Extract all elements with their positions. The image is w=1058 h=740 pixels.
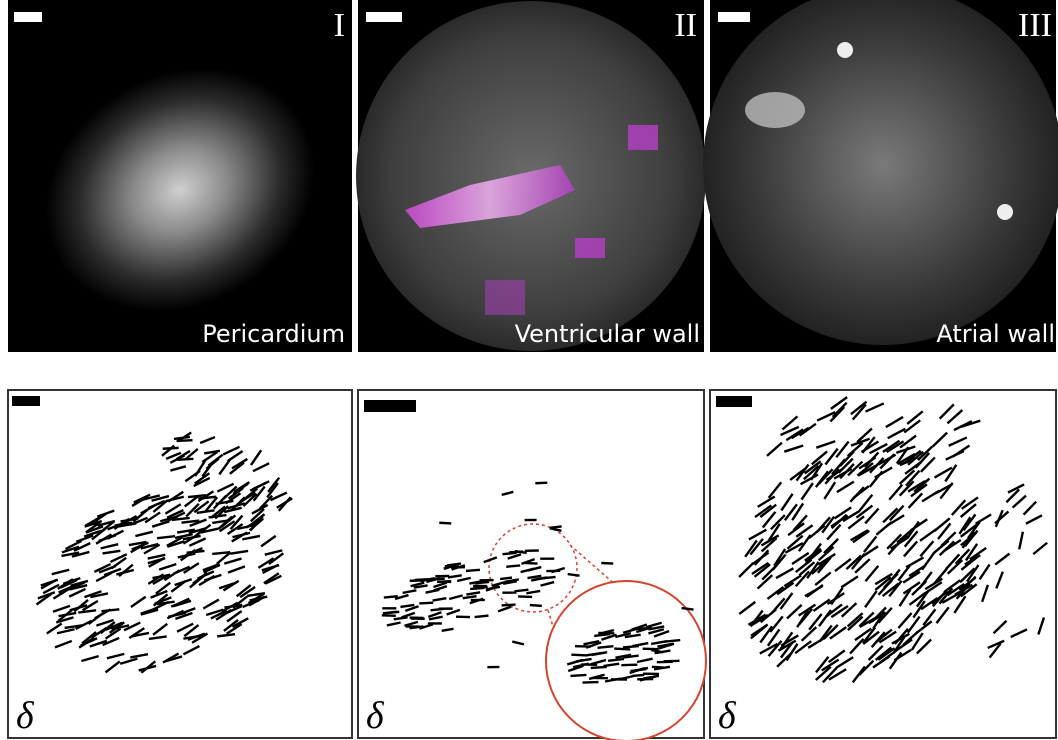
micrograph-1: I Pericardium — [1, 0, 358, 360]
orientation-segment — [591, 667, 607, 668]
orientation-segment — [383, 612, 397, 614]
orientation-segment — [632, 675, 644, 676]
orientation-segment — [502, 605, 516, 606]
orientation-segment — [523, 563, 537, 564]
orientation-segment — [664, 640, 680, 642]
figure: I Pericardium II Ventricular wall III At… — [0, 0, 1058, 740]
orientation-segment — [506, 565, 520, 566]
page: {"top_panels": [ {"numeral": "I", "label… — [0, 0, 1058, 740]
orientation-segment — [582, 682, 598, 683]
orientation-segment — [570, 675, 586, 676]
orientation-segment — [515, 590, 529, 592]
orientation-map-2: δ — [358, 390, 706, 740]
panel-label: Ventricular wall — [515, 320, 700, 348]
orientation-map-3: δ — [710, 390, 1056, 738]
orientation-segment — [466, 570, 480, 571]
panel-label: Atrial wall — [936, 320, 1055, 348]
body: I Pericardium II Ventricular wall III At… — [0, 0, 1058, 740]
orientation-segment — [682, 608, 694, 609]
orientation-segment — [614, 649, 630, 650]
panel-symbol: δ — [366, 695, 385, 737]
orientation-segment — [439, 523, 451, 524]
orientation-segment — [568, 574, 580, 576]
panel-symbol: δ — [16, 695, 35, 737]
orientation-segment — [475, 616, 489, 618]
panel-numeral: III — [1018, 7, 1052, 44]
panel-numeral: I — [334, 7, 345, 44]
panel-numeral: II — [674, 7, 697, 44]
orientation-segment — [652, 667, 664, 668]
panel-symbol: δ — [718, 695, 737, 737]
orientation-map-1: δ — [8, 390, 352, 738]
orientation-segment — [384, 596, 398, 597]
orientation-segment — [601, 563, 613, 564]
panel-label: Pericardium — [202, 320, 345, 348]
orientation-segment — [530, 605, 542, 606]
orientation-segment — [643, 649, 659, 650]
orientation-segment — [571, 655, 587, 656]
orientation-segment — [623, 646, 639, 647]
orientation-segment — [518, 596, 532, 597]
orientation-segment — [500, 578, 512, 580]
micrograph-2: II Ventricular wall — [356, 0, 706, 352]
orientation-segment — [419, 603, 433, 604]
orientation-segment — [382, 615, 396, 616]
micrograph-3: III Atrial wall — [703, 0, 1058, 352]
orientation-segment — [598, 646, 614, 648]
orientation-segment — [535, 483, 547, 484]
orientation-segment — [177, 440, 193, 441]
orientation-segment — [163, 448, 179, 449]
